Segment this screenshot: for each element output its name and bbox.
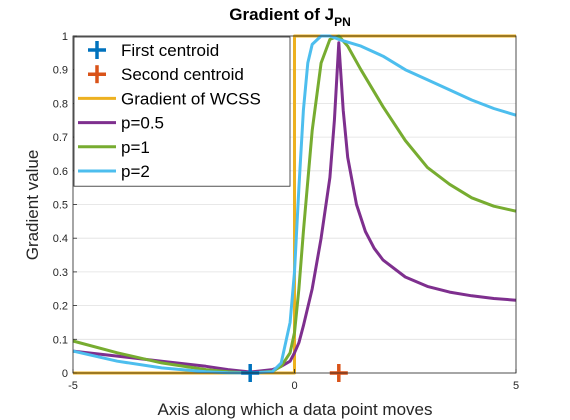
y-tick-label: 0.1 [53, 334, 68, 346]
y-tick-label: 0.8 [53, 98, 68, 110]
legend-entry-2: Gradient of WCSS [78, 89, 261, 108]
legend-label: p=0.5 [121, 114, 164, 133]
ticks: 00.10.20.30.40.50.60.70.80.91-5 0 5 [53, 31, 519, 392]
y-tick-label: 0.5 [53, 200, 68, 212]
y-tick-label: 0.2 [53, 301, 68, 313]
legend-label: First centroid [121, 41, 219, 60]
legend-entry-4: p=1 [78, 138, 150, 157]
y-tick-label: 0.4 [53, 233, 68, 245]
y-tick-label: 0.3 [53, 267, 68, 279]
x-tick-label: 0 [291, 380, 297, 392]
x-tick-label: -5 [68, 380, 78, 392]
legend-label: Second centroid [121, 65, 244, 84]
legend-entry-5: p=2 [78, 162, 150, 181]
x-tick-label: 5 [513, 380, 519, 392]
legend-label: Gradient of WCSS [121, 89, 261, 108]
y-tick-label: 1 [62, 31, 68, 43]
chart-title: Gradient of JPN [229, 5, 351, 29]
y-tick-label: 0.6 [53, 166, 68, 178]
legend-label: p=2 [121, 162, 150, 181]
legend-label: p=1 [121, 138, 150, 157]
legend-box [73, 36, 291, 187]
legend-entry-3: p=0.5 [78, 114, 164, 133]
legend: First centroid Second centroid Gradient of… [73, 36, 291, 187]
chart-title-subscript: PN [334, 15, 351, 29]
y-tick-label: 0.7 [53, 132, 68, 144]
x-axis-label: Axis along which a data point moves [158, 400, 433, 419]
y-tick-label: 0 [62, 368, 68, 380]
legend-entry-0: First centroid [88, 41, 219, 60]
y-axis-label: Gradient value [23, 150, 42, 261]
legend-entry-1: Second centroid [88, 65, 244, 84]
y-tick-label: 0.9 [53, 65, 68, 77]
chart-title-main: Gradient of J [229, 5, 334, 24]
